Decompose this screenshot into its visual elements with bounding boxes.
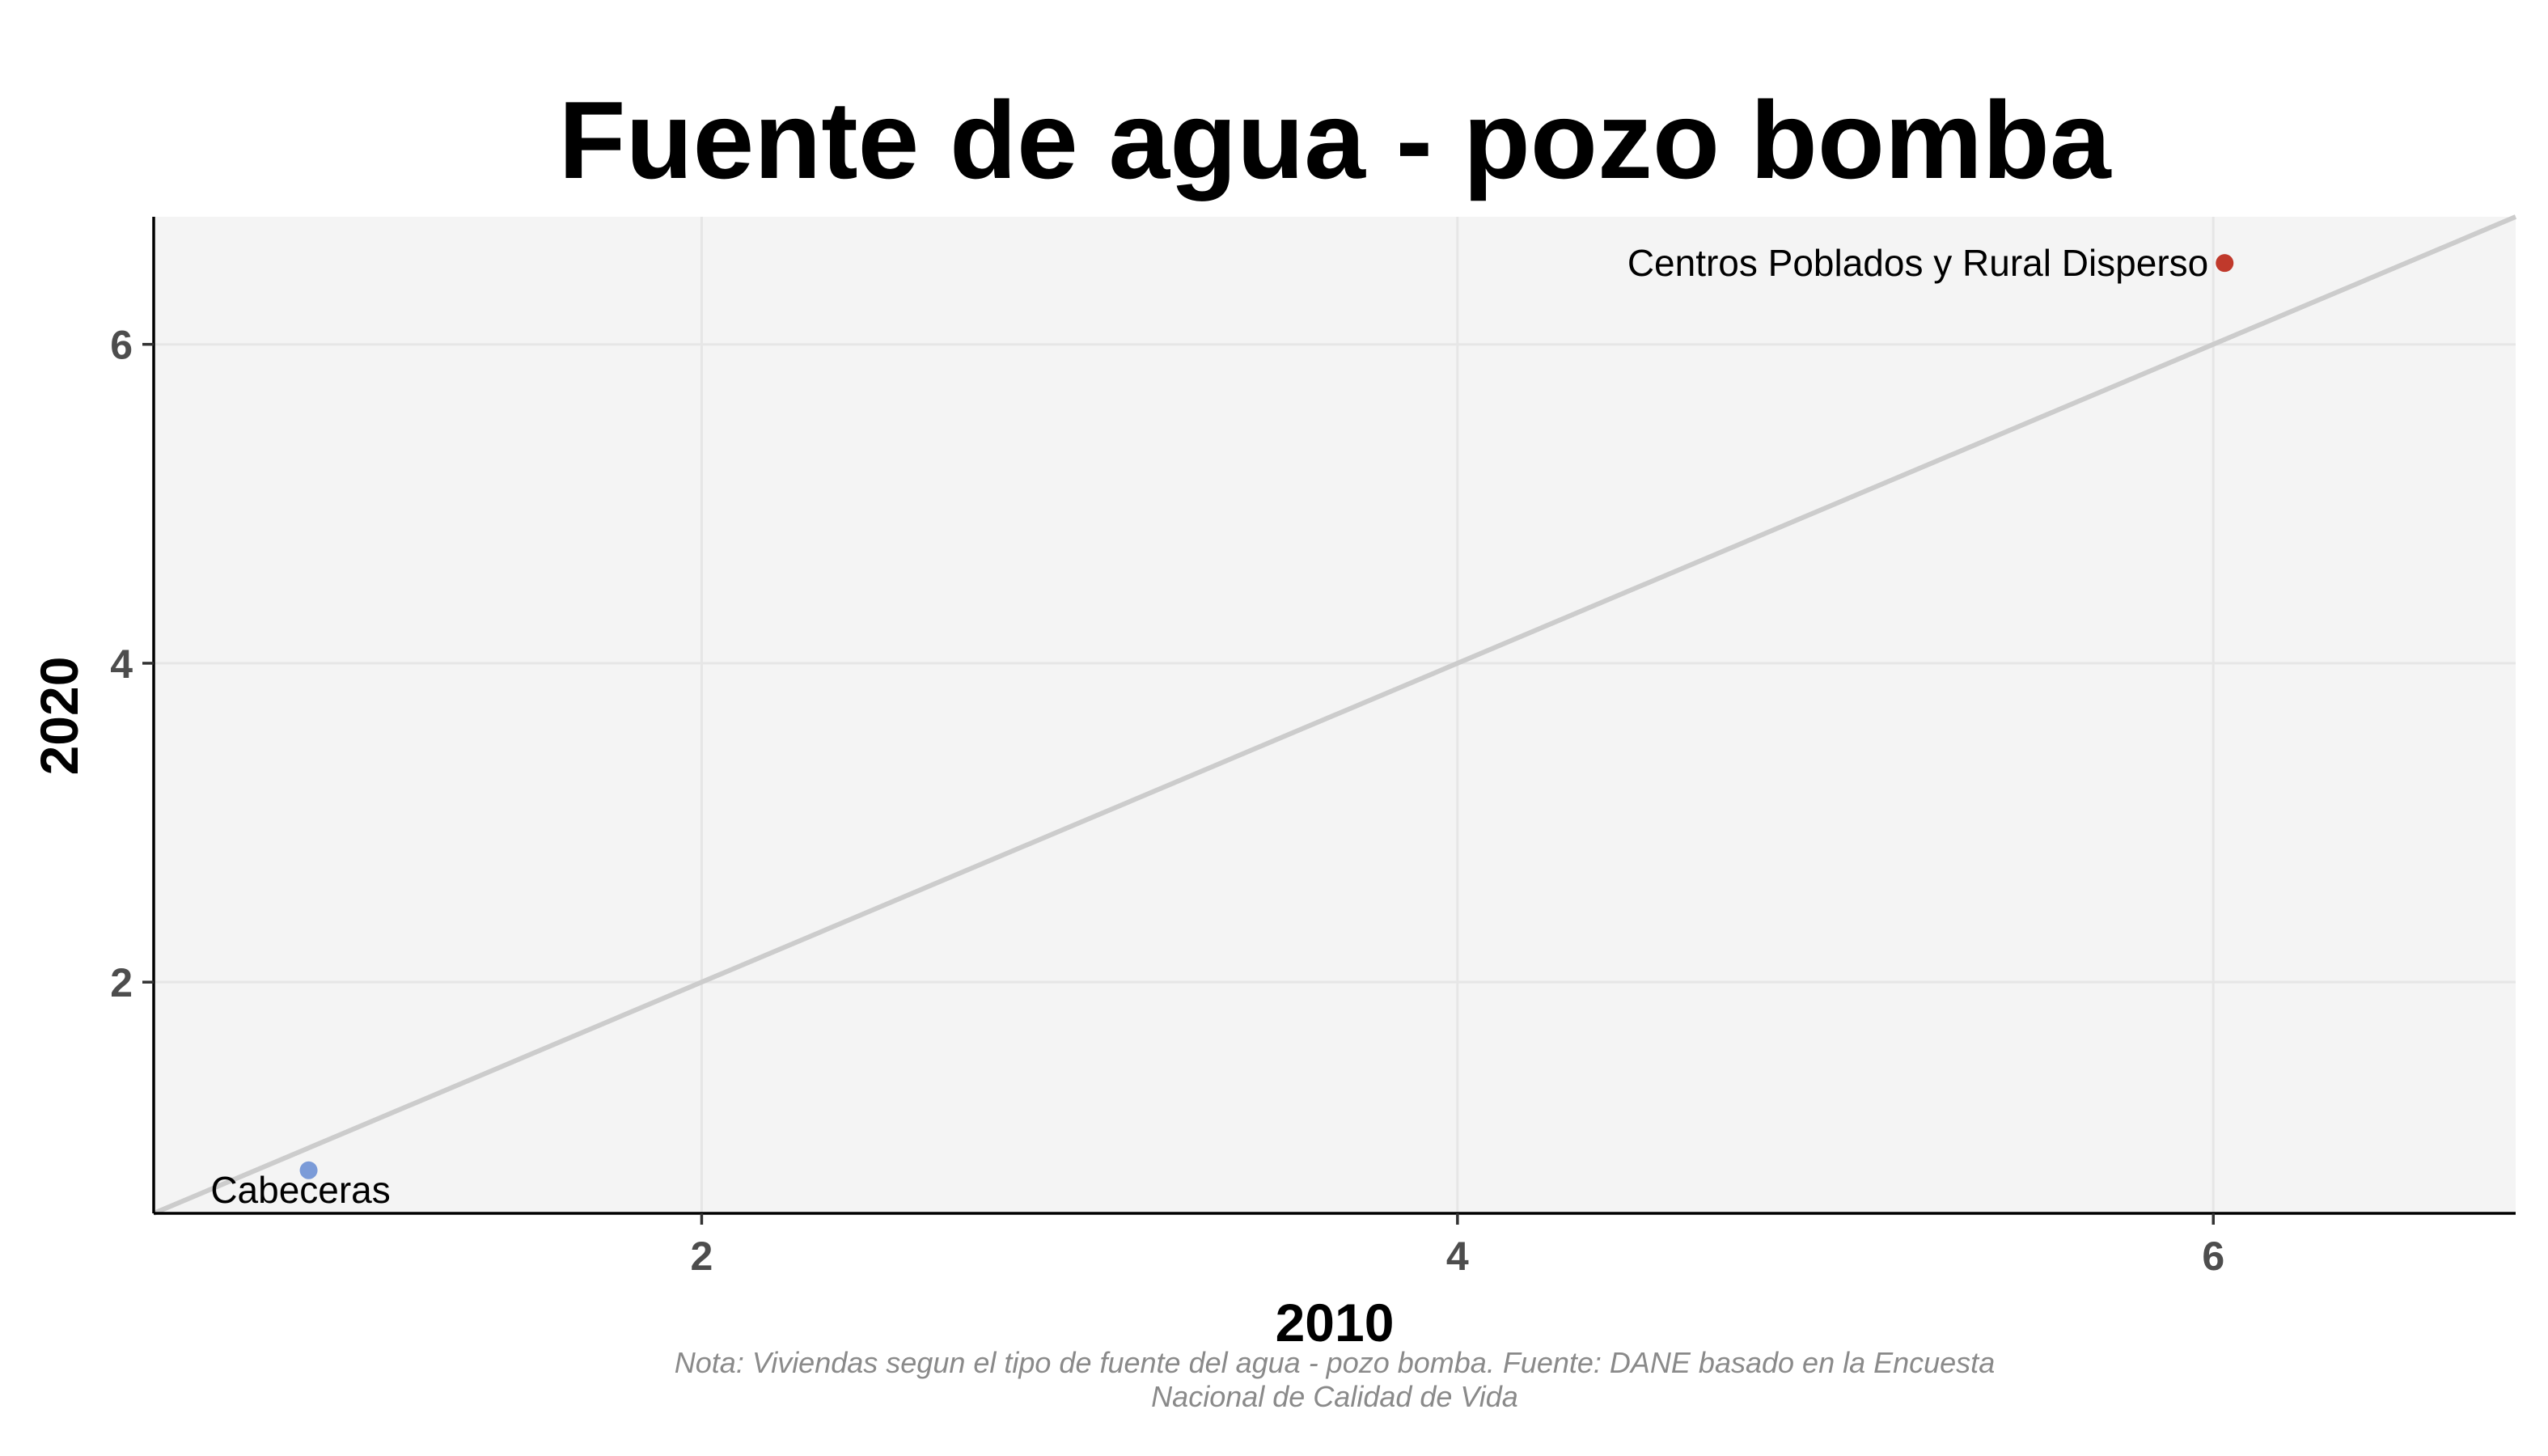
caption-line: Nacional de Calidad de Vida [1151, 1380, 1518, 1413]
x-axis-title: 2010 [1276, 1293, 1395, 1352]
x-tick-label: 2 [691, 1234, 713, 1279]
data-point [2216, 254, 2234, 273]
chart-caption: Nota: Viviendas segun el tipo de fuente … [154, 1346, 2516, 1414]
x-tick-label: 4 [1446, 1234, 1469, 1279]
grid-lines [154, 217, 2516, 1213]
chart-title: Fuente de agua - pozo bomba [558, 78, 2111, 201]
y-axis-title: 2020 [29, 657, 89, 776]
x-tick-label: 6 [2202, 1234, 2224, 1279]
y-tick-label: 2 [110, 960, 133, 1005]
data-point [299, 1161, 318, 1179]
data-points: Cabeceras Centros Poblados y Rural Disper… [210, 242, 2234, 1211]
tick-labels: 2 4 6 2 4 6 [110, 323, 2224, 1279]
caption-line: Nota: Viviendas segun el tipo de fuente … [674, 1346, 1996, 1379]
reference-line-y-equals-x [152, 214, 2517, 1216]
axes [152, 217, 2516, 1215]
y-tick-label: 4 [110, 641, 133, 687]
y-tick-label: 6 [110, 323, 133, 368]
point-label: Cabeceras [210, 1169, 390, 1211]
point-label: Centros Poblados y Rural Disperso [1627, 242, 2208, 284]
